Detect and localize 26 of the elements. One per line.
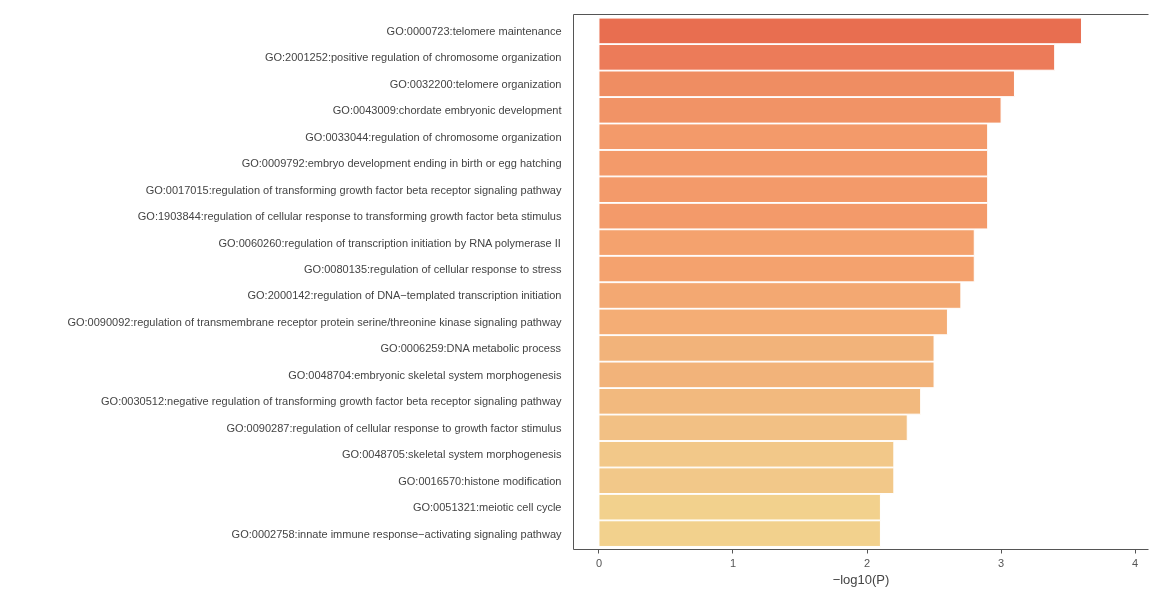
y-tick-label: GO:0000723:telomere maintenance: [386, 24, 562, 37]
x-tick-label: 2: [863, 556, 871, 569]
x-tick-label: 1: [729, 556, 737, 569]
y-tick-label: GO:0030512:negative regulation of transforming growth factor beta receptor signaling pathway: [101, 395, 562, 408]
y-tick-label: GO:0043009:chordate embryonic development: [332, 104, 562, 117]
y-tick-label: GO:0080135:regulation of cellular response to stress: [304, 263, 562, 276]
y-tick-label: GO:0090092:regulation of transmembrane receptor protein serine/threonine kinase signaling pathway: [67, 315, 562, 328]
x-tick-label: 3: [998, 556, 1005, 569]
y-tick-label: GO:0006259:DNA metabolic process: [380, 342, 562, 355]
y-tick-label: GO:0017015:regulation of transforming growth factor beta receptor signaling pathway: [145, 183, 562, 196]
y-tick-label: GO:0016570:histone modification: [398, 474, 562, 487]
x-tick-label: 4: [1132, 556, 1139, 569]
y-tick-label: GO:0090287:regulation of cellular response to growth factor stimulus: [226, 421, 562, 434]
y-tick-label: GO:0051321:meiotic cell cycle: [412, 501, 562, 514]
y-tick-label: GO:2000142:regulation of DNA−templated transcription initiation: [247, 289, 562, 302]
y-tick-label: GO:0009792:embryo development ending in birth or egg hatching: [241, 157, 562, 170]
y-tick-label: GO:0033044:regulation of chromosome organization: [305, 130, 562, 143]
x-axis-title: −log10(P): [832, 571, 890, 587]
x-tick-label: 0: [595, 556, 603, 569]
y-tick-label: GO:0032200:telomere organization: [389, 77, 562, 90]
y-tick-label: GO:0048704:embryonic skeletal system morphogenesis: [288, 368, 562, 381]
y-tick-label: GO:0048705:skeletal system morphogenesis: [341, 448, 562, 461]
y-tick-label: GO:1903844:regulation of cellular response to transforming growth factor beta stimulus: [137, 210, 562, 223]
y-tick-label: GO:2001252:positive regulation of chromosome organization: [264, 51, 562, 64]
y-tick-label: GO:0002758:innate immune response−activating signaling pathway: [231, 527, 562, 540]
y-tick-label: GO:0060260:regulation of transcription initiation by RNA polymerase II: [218, 236, 561, 249]
